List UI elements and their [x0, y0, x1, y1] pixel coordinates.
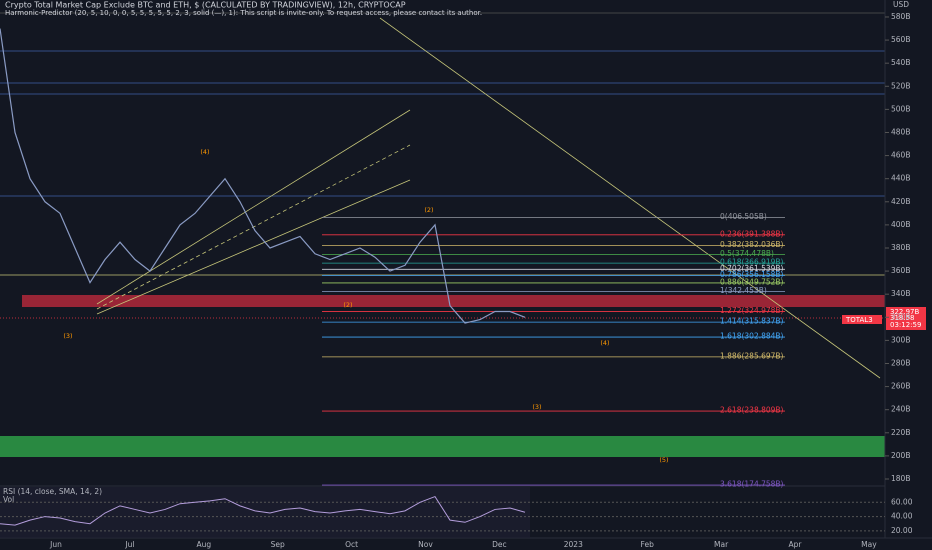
- x-tick-label: May: [861, 540, 877, 549]
- x-tick-label: Mar: [714, 540, 729, 549]
- rsi-tick-label: 60.00: [891, 497, 913, 506]
- y-tick-label: 480B: [891, 127, 910, 136]
- y-tick-label: 200B: [891, 451, 910, 460]
- fib-label: 1.618(302.884B): [720, 332, 784, 341]
- wave-label: (4): [600, 339, 609, 347]
- fib-label: 0.886(349.752B): [720, 277, 784, 286]
- wave-label: (3): [63, 332, 72, 340]
- price-2: 318.58: [890, 314, 915, 322]
- fib-label: 2.618(238.809B): [720, 406, 784, 415]
- y-tick-label: 380B: [891, 243, 910, 252]
- y-tick-label: 420B: [891, 197, 910, 206]
- x-tick-label: Jun: [49, 540, 62, 549]
- x-tick-label: Sep: [271, 540, 285, 549]
- x-tick-label: Dec: [492, 540, 507, 549]
- symbol-tag: TOTAL3: [845, 316, 873, 324]
- x-tick-label: Oct: [345, 540, 358, 549]
- supply-zone: [22, 295, 885, 307]
- rsi-tick-label: 20.00: [891, 526, 913, 535]
- indicator-note: Harmonic-Predictor (20, 5, 10, 0, 0, 5, …: [5, 9, 482, 17]
- y-tick-label: 580B: [891, 12, 910, 21]
- wave-label: (5): [659, 456, 668, 464]
- fib-label: 0.618(366.919B): [720, 258, 784, 267]
- last-price: 322.97B: [890, 308, 919, 316]
- currency: USD: [893, 0, 909, 9]
- volume-label: Vol: [3, 495, 14, 504]
- wave-label: (2): [424, 206, 433, 214]
- rsi-tick-label: 40.00: [891, 512, 913, 521]
- y-tick-label: 520B: [891, 81, 910, 90]
- x-tick-label: Feb: [641, 540, 655, 549]
- fib-label: 0.5(374.478B): [720, 249, 774, 258]
- y-tick-label: 260B: [891, 382, 910, 391]
- y-tick-label: 340B: [891, 289, 910, 298]
- horizontal-lines: [0, 50, 885, 319]
- y-tick-label: 320B: [891, 312, 910, 321]
- fib-label: 1.272(324.978B): [720, 306, 784, 315]
- price-line: [0, 28, 526, 324]
- y-tick-label: 180B: [891, 474, 910, 483]
- y-tick-label: 540B: [891, 58, 910, 67]
- wave-label: (3): [532, 403, 541, 411]
- fib-label: 1.886(285.697B): [720, 351, 784, 360]
- symbol-tag-bg: [842, 315, 882, 324]
- demand-zone: [0, 436, 885, 457]
- x-tick-label: 2023: [564, 540, 583, 549]
- y-tick-label: 360B: [891, 266, 910, 275]
- fib-label: 0.236(391.388B): [720, 229, 784, 238]
- fib-label: 0(406.505B): [720, 212, 767, 221]
- y-tick-label: 240B: [891, 405, 910, 414]
- x-tick-label: Jul: [124, 540, 134, 549]
- fib-label: 0.786(356.158B): [720, 270, 784, 279]
- x-tick-label: Nov: [418, 540, 433, 549]
- x-tick-label: Aug: [196, 540, 211, 549]
- y-tick-label: 300B: [891, 335, 910, 344]
- y-tick-label: 500B: [891, 104, 910, 113]
- wave-label: (4): [200, 148, 209, 156]
- x-tick-label: Apr: [789, 540, 803, 549]
- chart-title: Crypto Total Market Cap Exclude BTC and …: [5, 1, 406, 10]
- y-tick-label: 220B: [891, 428, 910, 437]
- y-tick-label: 400B: [891, 220, 910, 229]
- fib-label: 3.618(174.758B): [720, 480, 784, 489]
- last-price-box: [886, 307, 926, 330]
- fib-label: 1.414(315.837B): [720, 317, 784, 326]
- y-tick-label: 440B: [891, 174, 910, 183]
- fib-label: 0.382(382.036B): [720, 240, 784, 249]
- y-tick-label: 280B: [891, 358, 910, 367]
- countdown: 03:12:59: [890, 321, 921, 329]
- fib-label: 0.702(361.539B): [720, 264, 784, 273]
- y-tick-label: 560B: [891, 35, 910, 44]
- fib-label: 1(342.453B): [720, 286, 767, 295]
- wave-label: (2): [343, 301, 352, 309]
- rsi-line: [0, 495, 526, 526]
- rsi-label: RSI (14, close, SMA, 14, 2): [3, 487, 102, 496]
- y-tick-label: 460B: [891, 151, 910, 160]
